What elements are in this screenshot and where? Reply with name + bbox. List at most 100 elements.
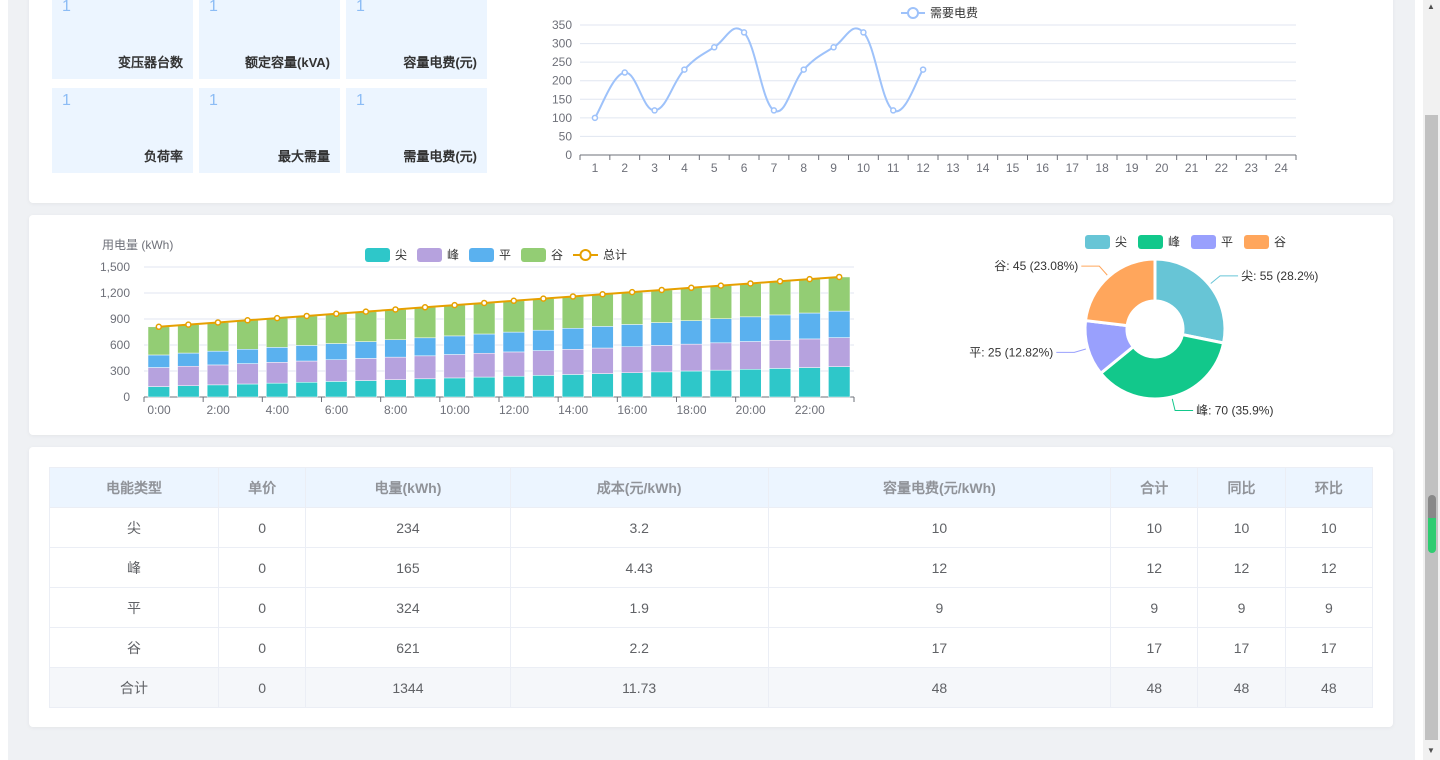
table-cell: 48 [1110,667,1199,708]
demand-fee-line [594,27,924,119]
x-tick-label: 12 [916,161,930,175]
y-axis-label: 用电量 (kWh) [102,238,173,252]
pie-slice-尖 [1153,257,1227,345]
x-tick-label: 20 [1155,161,1169,175]
column-header: 单价 [217,467,307,508]
table-cell: 48 [1284,667,1374,708]
legend-label: 峰 [447,248,459,262]
bar-segment-平 [177,352,200,367]
table-row: 尖 0 234 3.2 10 10 10 10 [49,507,1374,548]
kpi-tile: 1 最大需量 [199,88,340,173]
legend-label: 谷 [1274,235,1286,249]
bar-segment-尖 [206,384,230,398]
bar-segment-谷 [502,300,525,333]
bar-segment-平 [621,324,644,347]
bar-segment-尖 [266,382,289,398]
table-cell: 合计 [49,667,219,708]
total-point [688,284,695,292]
bar-segment-尖 [502,375,525,398]
kpi-tile: 1 容量电费(元) [346,0,487,79]
x-tick-label: 11 [887,161,900,175]
bar-segment-平 [147,354,170,368]
x-tick-label: 14 [976,161,990,175]
table-cell: 9 [1197,587,1286,628]
table-cell: 0 [217,547,307,588]
legend-swatch-icon [1191,235,1216,249]
column-header: 环比 [1284,467,1374,508]
total-point [362,308,370,315]
y-tick-label: 150 [552,92,572,106]
total-point [658,286,665,294]
x-tick-label: 12:00 [499,403,529,417]
x-tick-label: 24 [1274,161,1288,175]
bar-segment-尖 [828,366,851,398]
scroll-up-icon[interactable]: ▲ [1427,2,1435,11]
bar-segment-谷 [709,285,732,319]
data-point [890,107,897,114]
data-point [860,29,867,36]
bar-segment-峰 [798,338,821,368]
table-cell: 峰 [49,547,219,588]
bar-segment-谷 [236,320,259,350]
table-cell: 10 [1197,507,1286,548]
y-tick-label: 0 [565,148,572,162]
table-row: 峰 0 165 4.43 12 12 12 12 [49,547,1374,588]
bar-segment-平 [354,341,377,359]
table-cell: 17 [767,627,1112,668]
bar-segment-尖 [325,381,348,398]
vertical-scrollbar[interactable]: ▲ ▼ [1423,0,1440,760]
table-cell: 尖 [49,507,219,548]
scrollbar-thumb[interactable] [1425,115,1438,740]
bar-segment-尖 [650,371,673,398]
bar-segment-谷 [532,298,555,331]
x-tick-label: 15 [1006,161,1020,175]
x-tick-label: 17 [1066,161,1080,175]
consumption-card: 0 300 600 900 1,200 1,500 用电量 (kWh) 0:00 2:00 4:0… [29,215,1393,435]
bar-segment-平 [443,335,466,355]
total-point [392,306,399,313]
bar-segment-谷 [177,324,200,354]
bar-segment-峰 [266,362,289,384]
bar-segment-平 [739,316,762,342]
x-tick-label: 14:00 [558,403,588,417]
bar-segment-尖 [354,380,377,398]
bar-segment-平 [206,350,230,366]
y-tick-label: 350 [552,18,572,32]
x-tick-label: 8 [800,161,807,175]
pie-label: 平: 25 (12.82%) [969,345,1053,359]
legend-label: 总计 [603,248,627,262]
bar-segment-谷 [769,281,792,316]
column-header: 成本(元/kWh) [509,467,769,508]
scroll-down-icon[interactable]: ▼ [1427,746,1435,755]
x-tick-label: 10:00 [440,403,470,417]
bar-segment-尖 [384,379,407,398]
kpi-tile: 1 变压器台数 [52,0,193,79]
y-tick-label: 300 [552,37,572,51]
table-cell: 324 [305,587,511,628]
bar-segment-峰 [739,341,762,370]
bar-segment-谷 [561,296,585,329]
table-cell: 12 [1284,547,1374,588]
table-cell: 11.73 [509,667,769,708]
legend-label: 尖 [395,248,407,262]
x-tick-label: 8:00 [384,403,408,417]
total-point [421,304,429,311]
table-cell: 10 [767,507,1112,548]
total-point [806,275,813,283]
kpi-value: 1 [209,92,218,109]
total-point [214,319,222,326]
bar-segment-平 [414,337,437,357]
x-tick-label: 7 [771,161,778,175]
data-point [651,107,658,114]
bar-segment-峰 [561,349,585,375]
pie-label-line [1171,398,1194,412]
x-tick-label: 6:00 [325,403,349,417]
data-point [770,107,778,114]
bar-segment-峰 [828,337,851,367]
x-tick-label: 13 [946,161,960,175]
y-tick-label: 300 [110,364,130,378]
legend-label: 尖 [1115,235,1127,249]
y-tick-label: 100 [552,111,572,125]
bar-segment-峰 [295,360,318,383]
bar-segment-平 [502,331,525,353]
